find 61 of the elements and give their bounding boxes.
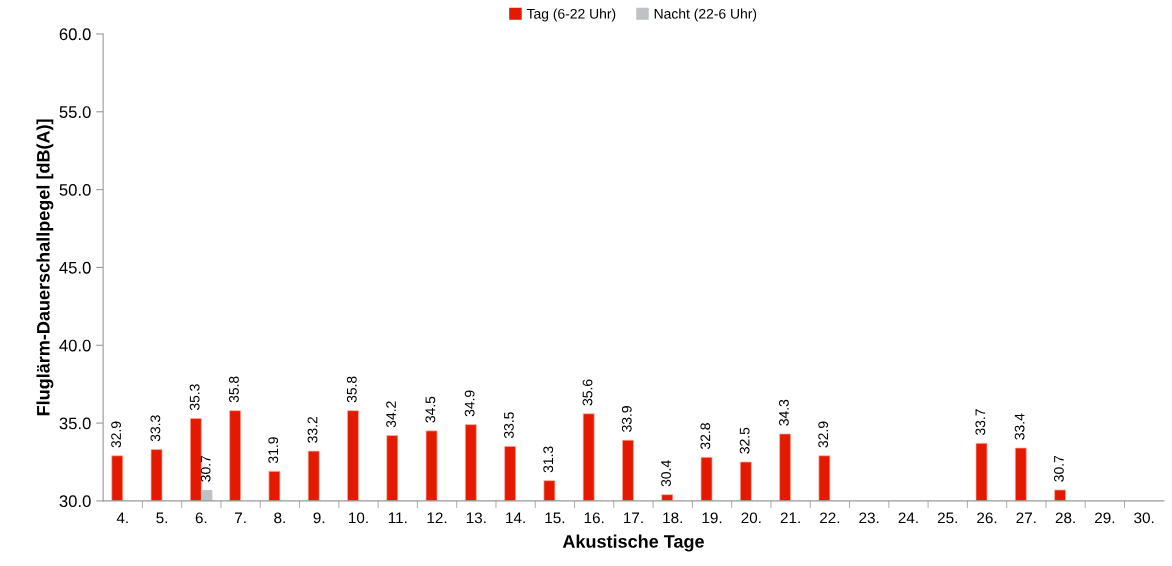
data-label: 32.9 <box>818 421 829 448</box>
data-label: 33.4 <box>1014 413 1025 440</box>
data-label: 34.2 <box>386 401 396 428</box>
data-label: 31.9 <box>268 437 279 464</box>
data-label: 33.3 <box>150 415 161 442</box>
x-tick-label: 29. <box>1095 512 1115 524</box>
x-tick-label: 7. <box>235 512 246 524</box>
data-label: 32.8 <box>700 423 711 450</box>
y-tick-label: 60.0 <box>59 28 91 41</box>
data-label: 30.7 <box>1053 455 1064 482</box>
x-tick-label: 12. <box>427 512 447 524</box>
data-label: 33.9 <box>621 406 632 432</box>
y-tick-label: 40.0 <box>59 339 91 352</box>
data-label: 32.9 <box>111 421 122 448</box>
y-tick-label: 55.0 <box>59 106 91 118</box>
x-axis-title: Akustische Tage <box>562 534 704 552</box>
x-tick-label: 24. <box>898 512 918 524</box>
data-label: 31.3 <box>543 446 554 473</box>
data-label: 34.5 <box>425 396 436 423</box>
y-axis-title: Fluglärm-Dauerschallpegel [dB(A)] <box>36 119 54 416</box>
x-tick-label: 5. <box>156 512 168 524</box>
data-label: 30.7 <box>200 455 211 482</box>
data-label: 35.3 <box>189 384 200 411</box>
x-tick-label: 17. <box>624 512 643 524</box>
x-tick-label: 8. <box>274 512 285 524</box>
data-label: 34.3 <box>778 399 789 426</box>
x-tick-label: 22. <box>820 512 840 524</box>
legend-label: Nacht (22-6 Uhr) <box>654 8 757 22</box>
x-tick-label: 9. <box>313 512 325 524</box>
x-tick-label: 14. <box>506 512 525 524</box>
x-tick-label: 6. <box>195 512 207 524</box>
data-label: 30.4 <box>661 460 671 487</box>
x-tick-label: 27. <box>1016 512 1036 524</box>
data-label: 35.8 <box>346 376 357 403</box>
x-tick-label: 11. <box>388 512 407 524</box>
x-tick-label: 23. <box>859 512 879 524</box>
x-tick-label: 28. <box>1055 512 1075 524</box>
x-tick-label: 21. <box>780 512 800 524</box>
x-tick-label: 13. <box>466 512 486 524</box>
x-tick-label: 18. <box>663 512 682 524</box>
x-tick-label: 26. <box>977 512 997 524</box>
legend-label: Tag (6-22 Uhr) <box>526 8 616 22</box>
y-tick-label: 50.0 <box>59 184 91 196</box>
data-label: 33.5 <box>504 412 514 439</box>
x-tick-label: 15. <box>545 512 565 524</box>
x-tick-label: 4. <box>116 512 128 524</box>
x-tick-label: 16. <box>584 512 604 524</box>
y-tick-label: 30.0 <box>59 495 91 508</box>
x-tick-label: 20. <box>741 512 761 524</box>
y-tick-label: 35.0 <box>59 417 91 430</box>
data-label: 33.2 <box>307 416 318 443</box>
data-label: 35.6 <box>582 379 593 406</box>
x-tick-label: 10. <box>349 512 368 524</box>
x-tick-label: 30. <box>1134 512 1154 524</box>
data-label: 35.8 <box>229 376 239 403</box>
data-label: 32.5 <box>739 427 750 454</box>
y-tick-label: 45.0 <box>59 261 91 274</box>
x-tick-label: 19. <box>702 512 722 524</box>
data-label: 33.7 <box>975 409 986 436</box>
data-label: 34.9 <box>464 390 475 417</box>
x-tick-label: 25. <box>937 512 957 524</box>
